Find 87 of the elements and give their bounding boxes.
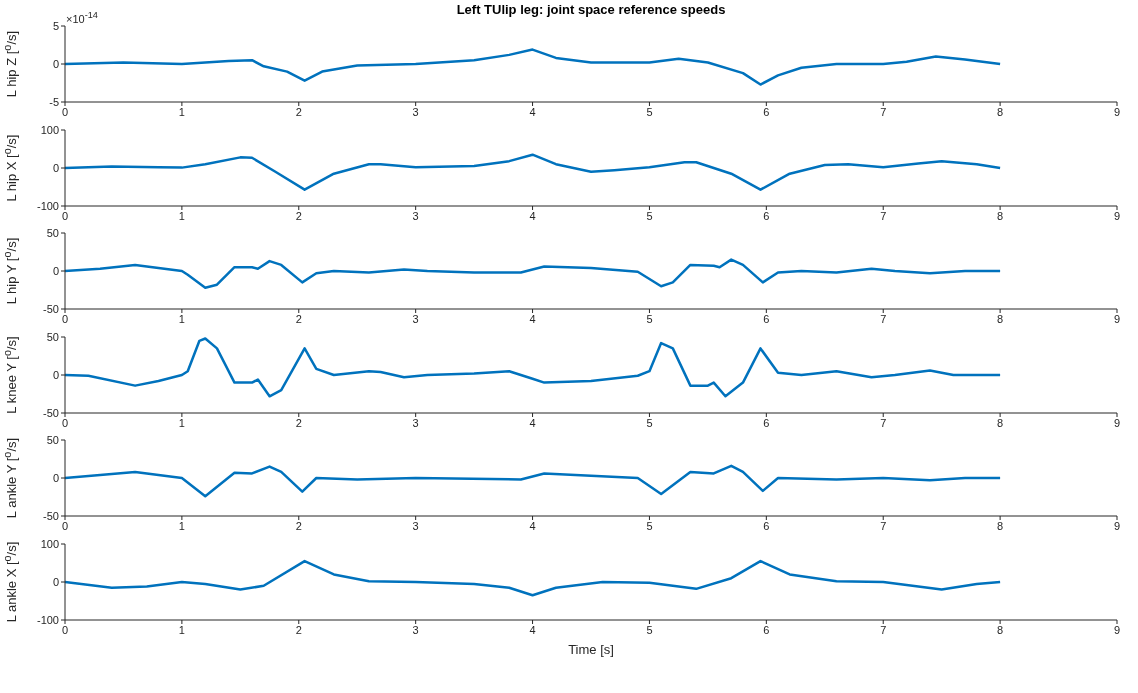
x-tick-label: 6 (763, 623, 770, 636)
y-tick-label: 50 (46, 434, 59, 447)
y-tick-label: 0 (52, 161, 59, 174)
x-axis-title: Time [s] (567, 642, 615, 657)
x-tick-label: 7 (880, 623, 887, 636)
x-tick-label: 3 (412, 520, 419, 533)
x-tick-label: 6 (763, 313, 770, 325)
x-tick-label: 9 (1113, 313, 1121, 325)
x-tick-label: 2 (295, 520, 302, 533)
x-tick-label: 5 (646, 520, 653, 533)
x-tick-label: 5 (646, 416, 653, 429)
x-tick-label: 3 (412, 416, 419, 429)
x-tick-label: 0 (61, 520, 69, 533)
x-tick-label: 9 (1113, 623, 1121, 636)
x-tick-label: 1 (178, 416, 185, 429)
x-tick-label: 2 (295, 623, 302, 636)
y-tick-label: -100 (36, 613, 59, 626)
y-tick-label: 0 (52, 368, 59, 381)
y-tick-label: 0 (52, 472, 59, 485)
text: ×10$^{-14}$ (66, 10, 98, 25)
line-series (65, 153, 1002, 191)
x-tick-label: 0 (61, 313, 69, 325)
x-tick-label: 5 (646, 105, 653, 118)
x-tick-label: 6 (763, 520, 770, 533)
y-tick-label: -5 (49, 95, 59, 108)
y-tick-label: -50 (43, 510, 59, 523)
x-tick-label: 1 (178, 623, 185, 636)
x-tick-label: 6 (763, 209, 770, 222)
x-tick-label: 4 (529, 105, 536, 118)
x-tick-label: 1 (178, 313, 185, 325)
x-tick-label: 0 (61, 105, 69, 118)
x-tick-label: 5 (646, 623, 653, 636)
x-tick-label: 5 (646, 209, 653, 222)
y-tick-label: 5 (52, 19, 59, 32)
x-tick-label: 3 (412, 313, 419, 325)
y-tick-label: 100 (40, 123, 59, 136)
x-tick-label: 5 (646, 313, 653, 325)
x-tick-label: 4 (529, 209, 536, 222)
line-series (65, 48, 1002, 86)
x-tick-label: 7 (880, 313, 887, 325)
x-tick-label: 3 (412, 105, 419, 118)
x-tick-label: 0 (61, 209, 69, 222)
x-tick-label: 4 (529, 520, 536, 533)
y-tick-label: 100 (40, 537, 59, 550)
x-tick-label: 9 (1113, 209, 1121, 222)
x-tick-label: 8 (997, 416, 1004, 429)
x-tick-label: 7 (880, 209, 887, 222)
x-tick-label: 7 (880, 105, 887, 118)
x-tick-label: 0 (61, 416, 69, 429)
x-tick-label: 6 (763, 416, 770, 429)
x-tick-label: 2 (295, 416, 302, 429)
x-tick-label: 8 (997, 209, 1004, 222)
x-tick-label: 2 (295, 313, 302, 325)
x-tick-label: 8 (997, 105, 1004, 118)
x-tick-label: 7 (880, 520, 887, 533)
y-tick-label: -50 (43, 406, 59, 419)
x-tick-label: 8 (997, 520, 1004, 533)
y-tick-label: 0 (52, 265, 59, 278)
x-tick-label: 0 (61, 623, 69, 636)
line-series (65, 464, 1002, 498)
x-tick-label: 9 (1113, 520, 1121, 533)
line-series (65, 337, 1002, 398)
y-tick-label: -100 (36, 199, 59, 212)
x-tick-label: 9 (1113, 416, 1121, 429)
x-tick-label: 3 (412, 623, 419, 636)
chart-title: Left TUlip leg: joint space reference speeds (456, 2, 726, 17)
line-series (65, 559, 1002, 597)
y-tick-label: 0 (52, 57, 59, 70)
y-tick-label: 0 (52, 575, 59, 588)
x-tick-label: 6 (763, 105, 770, 118)
y-tick-label: 50 (46, 227, 59, 240)
x-tick-label: 9 (1113, 105, 1121, 118)
x-tick-label: 4 (529, 416, 536, 429)
x-tick-label: 3 (412, 209, 419, 222)
x-tick-label: 8 (997, 313, 1004, 325)
x-tick-label: 4 (529, 623, 536, 636)
x-tick-label: 2 (295, 209, 302, 222)
y-tick-label: -50 (43, 303, 59, 316)
x-tick-label: 7 (880, 416, 887, 429)
x-tick-label: 2 (295, 105, 302, 118)
x-tick-label: 4 (529, 313, 536, 325)
line-series (65, 258, 1002, 290)
x-tick-label: 1 (178, 105, 185, 118)
y-tick-label: 50 (46, 330, 59, 343)
x-tick-label: 1 (178, 520, 185, 533)
x-tick-label: 8 (997, 623, 1004, 636)
x-tick-label: 1 (178, 209, 185, 222)
